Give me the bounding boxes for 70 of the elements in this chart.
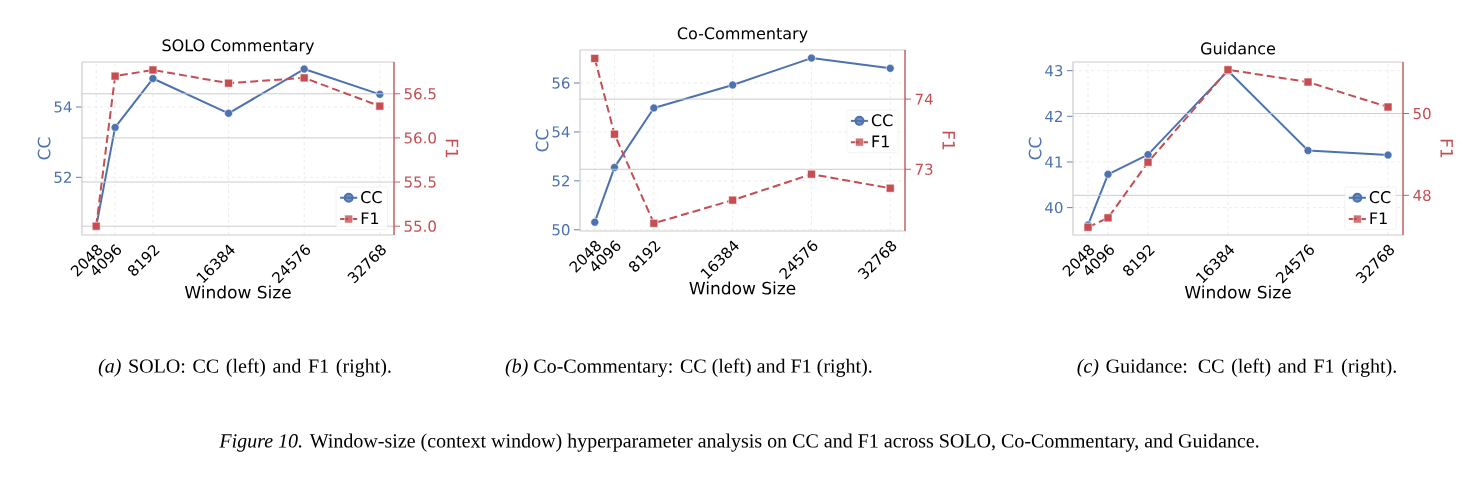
- point: [299, 64, 309, 74]
- point: [375, 90, 385, 99]
- y-tick-label: 42: [1045, 110, 1062, 122]
- point: [1303, 146, 1313, 155]
- y2-axis-title: F1: [1440, 139, 1453, 158]
- point: [590, 217, 600, 227]
- x-axis-title: Window Size: [184, 285, 291, 299]
- y-tick-label: 56: [552, 77, 570, 89]
- y-axis-title: CC: [1028, 137, 1042, 160]
- point: [610, 129, 619, 139]
- y-tick-label: 52: [552, 175, 569, 187]
- point: [885, 183, 895, 193]
- point: [299, 73, 309, 83]
- y2-tick-label: 73: [915, 163, 933, 175]
- point: [649, 103, 659, 113]
- point: [1383, 102, 1393, 112]
- legend-label: CC: [871, 114, 893, 127]
- point: [1103, 213, 1113, 223]
- y2-tick-label: 55.5: [404, 176, 436, 188]
- y2-tick-label: 55.0: [404, 220, 436, 232]
- point: [1303, 77, 1313, 87]
- y-tick-label: 50: [552, 224, 570, 236]
- text: (c) Guidance: CC (left) and F1 (right).: [1077, 358, 1396, 377]
- point: [110, 71, 120, 81]
- x-axis-title: Window Size: [1184, 285, 1291, 299]
- y-axis-title: CC: [37, 137, 51, 160]
- y2-axis-title: F1: [942, 131, 955, 150]
- chart-title: SOLO Commentary: [162, 39, 315, 55]
- y2-tick-label: 56.0: [404, 132, 436, 144]
- y-tick-label: 43: [1045, 65, 1063, 77]
- point: [728, 195, 737, 205]
- legend-label: F1: [872, 135, 889, 148]
- chart-title: Co-Commentary: [677, 27, 808, 43]
- x-axis-title: Window Size: [689, 281, 796, 295]
- point: [649, 218, 659, 228]
- point: [807, 53, 816, 63]
- y2-axis-title: F1: [445, 139, 459, 158]
- point: [590, 54, 600, 63]
- point: [885, 64, 895, 73]
- point: [610, 163, 619, 172]
- legend-label: F1: [1370, 212, 1387, 225]
- point: [110, 123, 120, 132]
- point: [1143, 157, 1153, 167]
- point: [375, 101, 385, 111]
- y2-tick-label: 50: [1413, 107, 1431, 120]
- legend-label: CC: [361, 191, 382, 204]
- y-tick-label: 40: [1045, 201, 1063, 214]
- legend-label: F1: [361, 212, 379, 225]
- y-tick-label: 54: [54, 101, 72, 113]
- y2-tick-label: 48: [1413, 189, 1431, 202]
- y-tick-label: 52: [54, 171, 71, 184]
- y-tick-label: 54: [552, 126, 570, 138]
- point: [1383, 150, 1393, 160]
- point: [728, 80, 737, 90]
- point: [148, 74, 158, 83]
- y-tick-label: 41: [1045, 156, 1063, 168]
- legend-label: CC: [1369, 191, 1391, 204]
- y-axis-title: CC: [535, 129, 549, 152]
- y2-tick-label: 56.5: [404, 88, 436, 100]
- text: (a) SOLO: CC (left) and F1 (right).: [98, 358, 391, 377]
- point: [1143, 150, 1153, 159]
- point: [1103, 170, 1113, 179]
- y2-tick-label: 74: [915, 93, 933, 105]
- text: (b) Co-Commentary: CC (left) and F1 (right).: [505, 358, 872, 377]
- text: Figure 10. Window-size (context window) hyperparameter analysis on CC and F1 across SOLO, Co-Commentary, and Guidance.: [219, 433, 1259, 452]
- point: [224, 109, 233, 118]
- point: [148, 65, 158, 75]
- chart-title: Guidance: [1201, 42, 1276, 55]
- point: [224, 78, 233, 88]
- point: [807, 169, 816, 179]
